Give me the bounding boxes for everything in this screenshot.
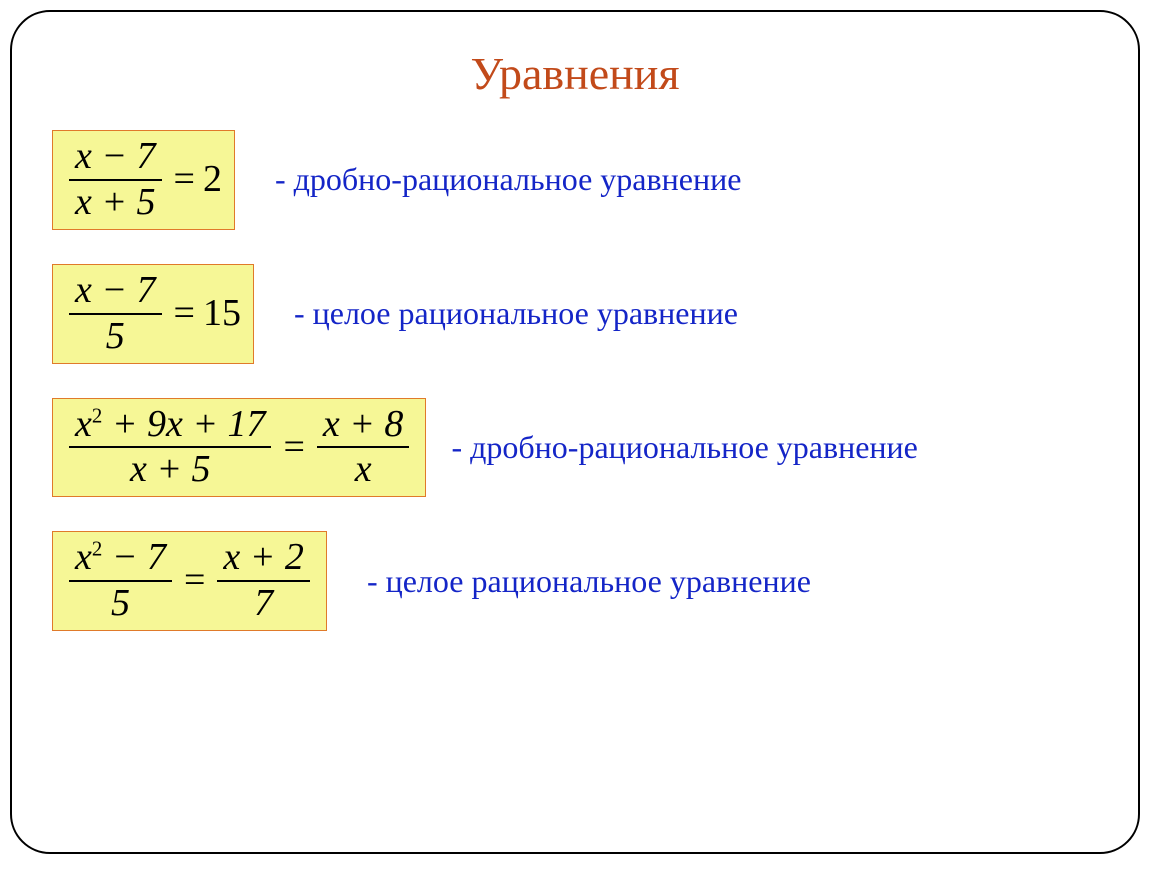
numerator: x + 8: [317, 405, 410, 445]
equation-description: - целое рациональное уравнение: [294, 295, 738, 332]
equation-row: x − 7 5 = 15 - целое рациональное уравне…: [52, 264, 1098, 364]
numerator: x2 + 9x + 17: [69, 405, 271, 445]
equals-sign: =: [184, 561, 205, 601]
equation-description: - дробно-рациональное уравнение: [275, 161, 741, 198]
rhs-value: 2: [203, 160, 222, 200]
denominator: x + 5: [124, 450, 217, 490]
equation-row: x − 7 x + 5 = 2 - дробно-рациональное ур…: [52, 130, 1098, 230]
denominator: 5: [105, 584, 136, 624]
numerator: x − 7: [69, 271, 162, 311]
numerator: x2 − 7: [69, 538, 172, 578]
equation-row: x2 + 9x + 17 x + 5 = x + 8 x - дробно-ра…: [52, 398, 1098, 498]
equals-sign: =: [283, 428, 304, 468]
var-x: x: [75, 536, 92, 578]
equals-sign: =: [174, 160, 195, 200]
fraction: x + 2 7: [217, 538, 310, 624]
fraction: x + 8 x: [317, 405, 410, 491]
num-rest: − 7: [102, 536, 166, 578]
equation-box: x2 + 9x + 17 x + 5 = x + 8 x: [52, 398, 426, 498]
var-x: x: [75, 403, 92, 445]
equation-box: x2 − 7 5 = x + 2 7: [52, 531, 327, 631]
equation-row: x2 − 7 5 = x + 2 7 - целое рациональное …: [52, 531, 1098, 631]
exponent: 2: [92, 537, 102, 561]
numerator: x + 2: [217, 538, 310, 578]
equation-description: - целое рациональное уравнение: [367, 563, 811, 600]
page-title: Уравнения: [52, 47, 1098, 100]
fraction: x2 − 7 5: [69, 538, 172, 624]
num-rest: + 9x + 17: [102, 403, 265, 445]
fraction: x − 7 5: [69, 271, 162, 357]
equation-box: x − 7 5 = 15: [52, 264, 254, 364]
fraction: x2 + 9x + 17 x + 5: [69, 405, 271, 491]
fraction: x − 7 x + 5: [69, 137, 162, 223]
equals-sign: =: [174, 294, 195, 334]
denominator: x: [349, 450, 378, 490]
numerator: x − 7: [69, 137, 162, 177]
equation-description: - дробно-рациональное уравнение: [451, 429, 917, 466]
equation-box: x − 7 x + 5 = 2: [52, 130, 235, 230]
slide-frame: Уравнения x − 7 x + 5 = 2 - дробно-рацио…: [10, 10, 1140, 854]
equation-list: x − 7 x + 5 = 2 - дробно-рациональное ур…: [52, 130, 1098, 631]
denominator: 7: [248, 584, 279, 624]
exponent: 2: [92, 403, 102, 427]
rhs-value: 15: [203, 294, 241, 334]
denominator: x + 5: [69, 183, 162, 223]
denominator: 5: [100, 317, 131, 357]
